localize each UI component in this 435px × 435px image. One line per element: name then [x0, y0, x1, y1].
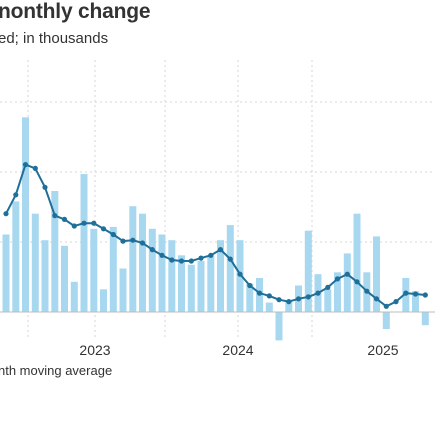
moving-average-point-27 — [266, 293, 272, 299]
moving-average-point-24 — [237, 271, 243, 277]
bar-month-23 — [226, 225, 234, 312]
moving-average-point-41 — [403, 290, 409, 296]
moving-average-point-2 — [22, 162, 29, 168]
moving-average-point-17 — [169, 257, 175, 263]
moving-average-point-6 — [61, 216, 68, 222]
moving-average-point-36 — [354, 279, 360, 285]
moving-average-point-20 — [198, 255, 204, 261]
moving-average-point-18 — [178, 258, 185, 264]
moving-average-point-11 — [110, 231, 116, 238]
bar-month-19 — [187, 264, 195, 313]
chart-title: nonthly change — [0, 0, 151, 23]
bar-month-13 — [129, 206, 137, 312]
moving-average-point-30 — [295, 296, 302, 302]
moving-average-point-40 — [393, 299, 399, 305]
bar-month-42 — [412, 291, 419, 312]
moving-average-point-38 — [373, 296, 380, 302]
bar-month-11 — [109, 226, 117, 312]
x-axis-ticks: 2023 2024 2025 — [79, 342, 398, 358]
moving-average-point-14 — [139, 240, 146, 246]
bar-month-10 — [100, 289, 107, 312]
x-tick-label-2023: 2023 — [79, 342, 110, 358]
moving-average-point-33 — [325, 284, 331, 290]
bar-month-21 — [207, 255, 215, 312]
moving-average-point-25 — [247, 282, 253, 289]
moving-average-point-10 — [100, 226, 107, 232]
moving-average-point-35 — [344, 271, 350, 277]
bar-month-1 — [12, 201, 20, 312]
moving-average-line — [5, 163, 426, 308]
bar-month-16 — [158, 234, 166, 312]
moving-average-point-23 — [227, 256, 233, 262]
moving-average-point-26 — [256, 290, 263, 296]
bar-month-35 — [343, 253, 351, 312]
bar-month-6 — [61, 245, 68, 312]
bar-month-17 — [168, 240, 176, 312]
bar-month-28 — [275, 312, 283, 341]
moving-average-point-21 — [208, 252, 214, 258]
moving-average-point-16 — [159, 252, 165, 258]
moving-average-point-5 — [52, 213, 58, 219]
bar-month-8 — [80, 174, 88, 312]
moving-average-point-13 — [130, 237, 136, 243]
bar-month-25 — [246, 283, 254, 312]
x-tick-label-2025: 2025 — [367, 342, 398, 358]
bar-month-9 — [90, 228, 98, 312]
bar-month-22 — [217, 240, 224, 312]
moving-average-point-8 — [81, 220, 87, 226]
moving-average-point-29 — [286, 299, 292, 305]
moving-average-point-4 — [42, 184, 48, 190]
moving-average-point-1 — [13, 192, 19, 198]
chart-subtitle: ed; in thousands — [0, 30, 109, 47]
bar-month-12 — [119, 268, 127, 312]
bar-month-39 — [382, 312, 390, 329]
bar-month-4 — [41, 240, 49, 312]
moving-average-point-34 — [334, 276, 341, 282]
bar-month-3 — [31, 213, 39, 312]
moving-average-point-32 — [315, 290, 321, 296]
moving-average-point-7 — [71, 223, 77, 229]
bar-month-5 — [51, 191, 59, 312]
moving-average-point-37 — [364, 288, 370, 294]
bar-month-36 — [353, 213, 361, 312]
moving-average-point-9 — [91, 220, 97, 226]
bar-month-27 — [265, 302, 273, 312]
bar-month-43 — [421, 312, 429, 326]
moving-average-point-39 — [383, 303, 389, 309]
moving-average-series — [3, 162, 428, 309]
bar-month-14 — [139, 213, 146, 312]
moving-average-point-12 — [120, 238, 126, 244]
moving-average-point-15 — [149, 247, 155, 253]
bar-month-20 — [197, 261, 205, 312]
bar-month-0 — [2, 234, 10, 312]
moving-average-point-22 — [217, 247, 224, 253]
bar-month-18 — [178, 255, 185, 312]
moving-average-point-31 — [305, 294, 311, 300]
bar-month-34 — [334, 272, 341, 312]
bar-month-7 — [70, 281, 78, 312]
bar-month-33 — [324, 289, 332, 312]
bar-month-29 — [285, 300, 293, 312]
legend-label-moving-average: nth moving average — [0, 363, 113, 378]
moving-average-point-42 — [412, 291, 419, 297]
bar-series — [2, 117, 429, 341]
x-tick-label-2024: 2024 — [222, 342, 253, 358]
moving-average-point-3 — [32, 165, 38, 171]
bar-month-15 — [148, 228, 156, 312]
bar-month-2 — [22, 117, 29, 312]
moving-average-point-43 — [422, 292, 428, 298]
bar-month-38 — [373, 236, 380, 312]
moving-average-point-0 — [3, 211, 9, 217]
moving-average-point-19 — [188, 258, 194, 264]
moving-average-point-28 — [276, 297, 282, 303]
bar-month-31 — [304, 230, 312, 312]
